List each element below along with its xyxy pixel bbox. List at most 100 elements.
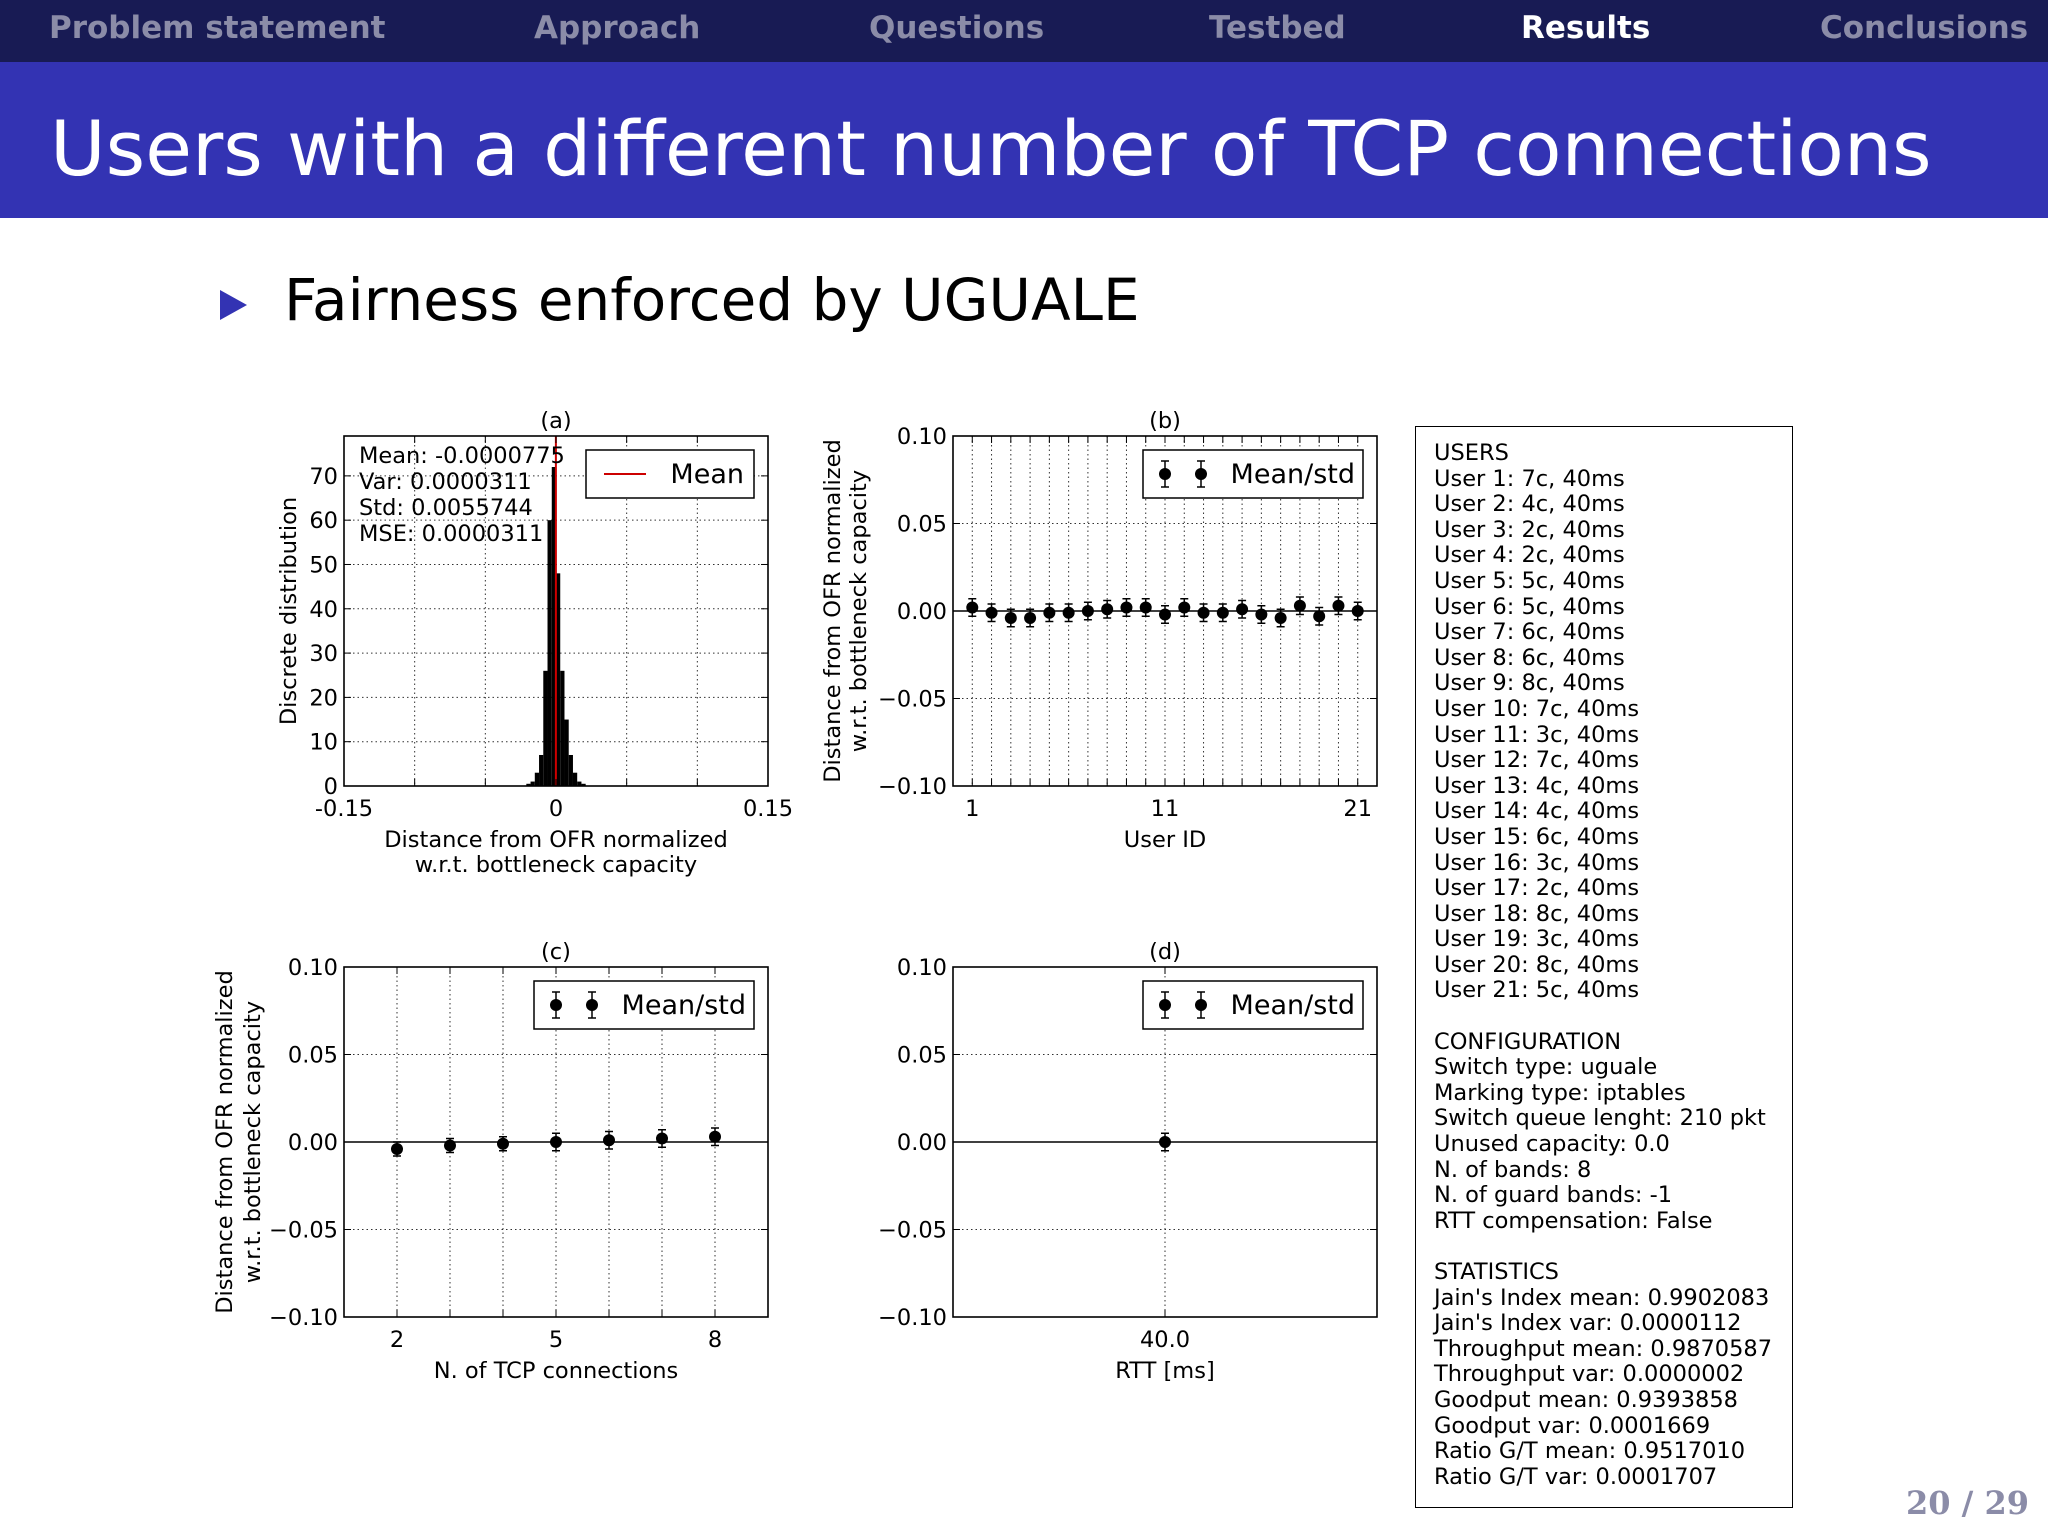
chart-a-stat-annotation: Var: 0.0000311 bbox=[359, 469, 532, 495]
slide-title: Users with a different number of TCP con… bbox=[50, 104, 1932, 193]
info-line: Marking type: iptables bbox=[1434, 1079, 1686, 1106]
chart-a-ytick-label: 60 bbox=[309, 508, 338, 534]
info-line: User 20: 8c, 40ms bbox=[1434, 951, 1640, 978]
info-line: User 2: 4c, 40ms bbox=[1434, 491, 1625, 518]
chart-a-histogram-bar bbox=[581, 783, 586, 786]
chart-b-data-point bbox=[1293, 599, 1306, 612]
info-line: User 15: 6c, 40ms bbox=[1434, 823, 1640, 850]
chart-b-data-point bbox=[1081, 605, 1094, 617]
chart-b-data-point bbox=[1351, 605, 1364, 617]
chart-c-ytick-label: −0.05 bbox=[269, 1218, 338, 1244]
chart-a-ytick-label: 30 bbox=[309, 641, 338, 667]
chart-d-ytick-label: −0.05 bbox=[878, 1218, 947, 1244]
chart-b-data-point bbox=[985, 606, 998, 619]
chart-b-data-point bbox=[1004, 612, 1017, 624]
chart-b-data-point bbox=[1197, 606, 1210, 619]
chart-b-legend-marker-icon bbox=[1195, 468, 1207, 480]
chart-a-histogram-bar bbox=[534, 772, 540, 786]
chart-b-data-point bbox=[1216, 606, 1229, 619]
info-line: N. of guard bands: -1 bbox=[1434, 1182, 1673, 1209]
info-line: User 6: 5c, 40ms bbox=[1434, 593, 1625, 620]
chart-a-xtick-label: -0.15 bbox=[315, 796, 373, 822]
chart-a-histogram-bar bbox=[572, 772, 578, 786]
info-line: Goodput var: 0.0001669 bbox=[1434, 1412, 1711, 1439]
experiment-info-panel: USERS User 1: 7c, 40ms User 2: 4c, 40ms Use… bbox=[1415, 426, 1793, 1508]
chart-d-xtick-label: 40.0 bbox=[1140, 1327, 1190, 1353]
nav-item-testbed[interactable]: Testbed bbox=[1209, 10, 1346, 46]
info-line: User 7: 6c, 40ms bbox=[1434, 619, 1625, 646]
nav-item-results[interactable]: Results bbox=[1521, 10, 1651, 46]
chart-c-data-point bbox=[603, 1134, 615, 1147]
chart-c-legend-box bbox=[533, 980, 755, 1030]
info-section-heading: STATISTICS bbox=[1434, 1259, 1559, 1285]
chart-b-data-point bbox=[1313, 610, 1326, 623]
chart-a-title: (a) bbox=[540, 408, 571, 434]
chart-a-histogram-bar bbox=[577, 781, 582, 786]
chart-c-xlabel: N. of TCP connections bbox=[434, 1358, 679, 1384]
chart-c-ytick-label: 0.00 bbox=[288, 1130, 338, 1156]
page-number: 20 / 29 bbox=[1906, 1484, 2030, 1522]
chart-a-histogram-bar bbox=[556, 573, 561, 786]
chart-c-data-point bbox=[550, 1136, 562, 1148]
chart-b-xlabel: User ID bbox=[1124, 827, 1206, 853]
nav-item-questions[interactable]: Questions bbox=[869, 10, 1045, 46]
chart-c-data-point bbox=[444, 1139, 456, 1152]
nav-item-conclusions[interactable]: Conclusions bbox=[1820, 10, 2029, 46]
chart-d-legend-box bbox=[1142, 980, 1364, 1030]
chart-b-xtick-label: 1 bbox=[965, 796, 979, 822]
info-line: User 14: 4c, 40ms bbox=[1434, 798, 1640, 825]
info-section-gap bbox=[1434, 1234, 1792, 1260]
chart-a-histogram-bar bbox=[568, 754, 573, 786]
chart-b-ytick-label: −0.05 bbox=[878, 687, 947, 713]
chart-b-ylabel: w.r.t. bottleneck capacity bbox=[846, 470, 872, 752]
bullet-text: Fairness enforced by UGUALE bbox=[284, 266, 1140, 334]
chart-b-data-point bbox=[1062, 606, 1075, 619]
nav-item-problem-statement[interactable]: Problem statement bbox=[49, 10, 386, 46]
chart-c-data-point bbox=[391, 1143, 403, 1155]
info-section-heading: CONFIGURATION bbox=[1434, 1028, 1622, 1055]
chart-d-legend-label: Mean/std bbox=[1231, 990, 1355, 1021]
info-line: User 16: 3c, 40ms bbox=[1434, 849, 1640, 876]
info-line: User 19: 3c, 40ms bbox=[1434, 926, 1640, 953]
info-line: User 1: 7c, 40ms bbox=[1434, 465, 1625, 492]
chart-c-ytick-label: −0.10 bbox=[269, 1305, 338, 1331]
chart-a-histogram-bar bbox=[539, 754, 544, 786]
chart-b-ytick-label: −0.10 bbox=[878, 774, 947, 800]
chart-c-ylabel: w.r.t. bottleneck capacity bbox=[240, 1001, 266, 1283]
info-line: User 9: 8c, 40ms bbox=[1434, 670, 1625, 697]
chart-b-data-point bbox=[1236, 603, 1249, 616]
info-line: Unused capacity: 0.0 bbox=[1434, 1131, 1670, 1158]
chart-b-data-point bbox=[1255, 608, 1268, 621]
info-line: Ratio G/T var: 0.0001707 bbox=[1434, 1463, 1718, 1490]
chart-b-data-point bbox=[1178, 601, 1191, 614]
chart-b-data-point bbox=[1101, 603, 1114, 616]
title-bar: Users with a different number of TCP con… bbox=[0, 62, 2048, 218]
info-line: Jain's Index var: 0.0000112 bbox=[1434, 1310, 1742, 1337]
chart-a-xtick-label: 0.15 bbox=[743, 796, 793, 822]
chart-b-legend-marker-icon bbox=[1159, 468, 1171, 480]
chart-a-ytick-label: 20 bbox=[309, 685, 338, 711]
chart-b-data-point bbox=[1274, 612, 1287, 624]
chart-c-xtick-label: 8 bbox=[708, 1327, 722, 1353]
chart-a-ytick-label: 10 bbox=[309, 730, 338, 756]
info-section-gap bbox=[1434, 1004, 1792, 1030]
chart-d-data-point bbox=[1159, 1136, 1171, 1148]
chart-b-data-point bbox=[1043, 606, 1056, 619]
info-line: RTT compensation: False bbox=[1434, 1207, 1713, 1234]
chart-a-stat-annotation: Mean: -0.0000775 bbox=[359, 443, 565, 469]
info-line: Throughput var: 0.0000002 bbox=[1434, 1361, 1745, 1388]
chart-d-legend-marker-icon bbox=[1159, 999, 1171, 1011]
chart-b-ylabel: Distance from OFR normalized bbox=[820, 439, 846, 783]
chart-b-data-point bbox=[966, 601, 979, 614]
chart-d-legend-marker-icon bbox=[1195, 999, 1207, 1011]
nav-item-approach[interactable]: Approach bbox=[534, 10, 701, 46]
chart-d-xlabel: RTT [ms] bbox=[1115, 1358, 1214, 1384]
info-line: User 17: 2c, 40ms bbox=[1434, 875, 1640, 902]
info-line: User 8: 6c, 40ms bbox=[1434, 644, 1625, 671]
chart-c-xtick-label: 5 bbox=[549, 1327, 563, 1353]
chart-a-legend-label: Mean bbox=[670, 459, 744, 490]
info-line: Throughput mean: 0.9870587 bbox=[1434, 1335, 1773, 1362]
chart-b-xtick-label: 11 bbox=[1151, 796, 1180, 822]
chart-a-histogram-bar bbox=[551, 467, 556, 786]
